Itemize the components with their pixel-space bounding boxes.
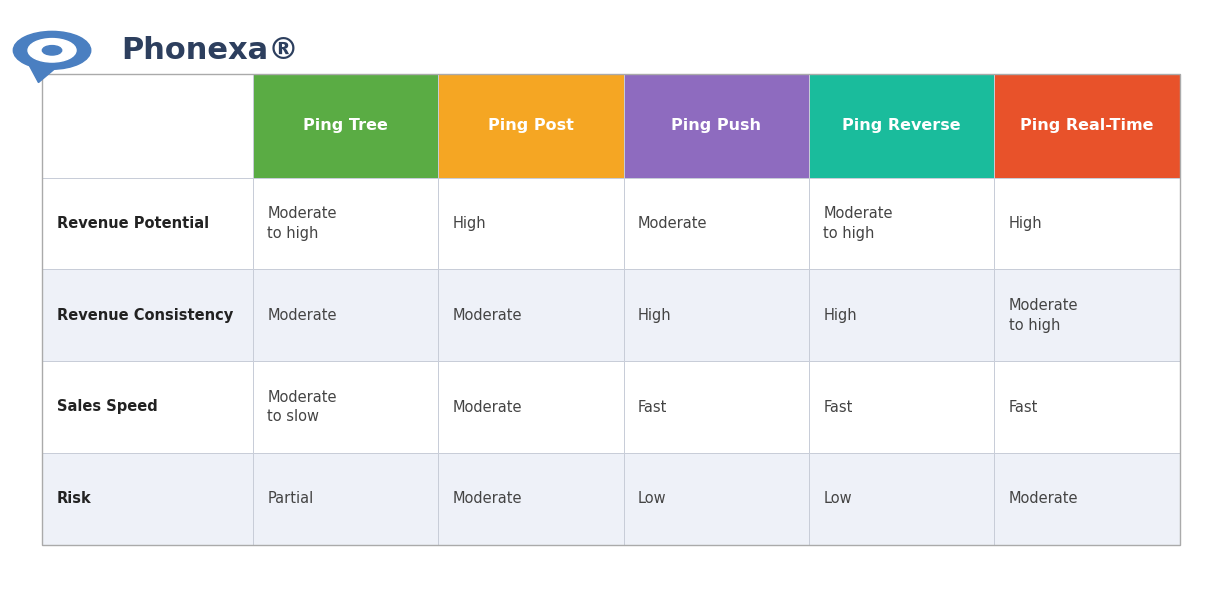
Text: Moderate
to slow: Moderate to slow (267, 390, 336, 424)
Text: High: High (638, 308, 672, 323)
Circle shape (28, 38, 76, 62)
FancyBboxPatch shape (42, 178, 253, 269)
Text: Ping Reverse: Ping Reverse (842, 118, 961, 133)
FancyBboxPatch shape (623, 361, 809, 453)
FancyBboxPatch shape (623, 178, 809, 269)
Text: Fast: Fast (638, 400, 668, 414)
FancyBboxPatch shape (995, 178, 1180, 269)
Text: Ping Post: Ping Post (488, 118, 574, 133)
FancyBboxPatch shape (253, 361, 438, 453)
FancyBboxPatch shape (995, 361, 1180, 453)
FancyBboxPatch shape (809, 453, 995, 545)
Polygon shape (29, 65, 59, 82)
FancyBboxPatch shape (623, 453, 809, 545)
Text: High: High (453, 216, 486, 231)
FancyBboxPatch shape (809, 178, 995, 269)
FancyBboxPatch shape (809, 74, 995, 178)
FancyBboxPatch shape (253, 269, 438, 361)
Text: Fast: Fast (824, 400, 853, 414)
Text: Fast: Fast (1009, 400, 1038, 414)
Text: Risk: Risk (57, 491, 92, 506)
Text: Moderate: Moderate (453, 400, 523, 414)
FancyBboxPatch shape (809, 361, 995, 453)
Text: Revenue Potential: Revenue Potential (57, 216, 209, 231)
FancyBboxPatch shape (42, 453, 253, 545)
Text: Moderate
to high: Moderate to high (1009, 298, 1078, 333)
Text: Moderate: Moderate (453, 491, 523, 506)
Text: Ping Real-Time: Ping Real-Time (1020, 118, 1154, 133)
Text: Moderate: Moderate (453, 308, 523, 323)
Circle shape (13, 31, 91, 69)
FancyBboxPatch shape (623, 269, 809, 361)
Text: Phonexa®: Phonexa® (121, 36, 299, 65)
Text: Revenue Consistency: Revenue Consistency (57, 308, 234, 323)
FancyBboxPatch shape (623, 74, 809, 178)
Text: High: High (824, 308, 857, 323)
FancyBboxPatch shape (809, 269, 995, 361)
Text: Ping Push: Ping Push (672, 118, 761, 133)
FancyBboxPatch shape (438, 74, 623, 178)
Text: Moderate
to high: Moderate to high (267, 206, 336, 241)
Text: Low: Low (824, 491, 852, 506)
FancyBboxPatch shape (42, 74, 253, 178)
FancyBboxPatch shape (995, 74, 1180, 178)
Text: Ping Tree: Ping Tree (302, 118, 388, 133)
FancyBboxPatch shape (438, 178, 623, 269)
FancyBboxPatch shape (42, 269, 253, 361)
FancyBboxPatch shape (253, 453, 438, 545)
Text: High: High (1009, 216, 1043, 231)
Circle shape (42, 46, 62, 55)
FancyBboxPatch shape (42, 361, 253, 453)
Text: Low: Low (638, 491, 667, 506)
FancyBboxPatch shape (995, 269, 1180, 361)
FancyBboxPatch shape (438, 269, 623, 361)
FancyBboxPatch shape (253, 178, 438, 269)
Text: Partial: Partial (267, 491, 313, 506)
Text: Moderate: Moderate (267, 308, 336, 323)
Text: Moderate: Moderate (638, 216, 708, 231)
Text: Sales Speed: Sales Speed (57, 400, 157, 414)
FancyBboxPatch shape (995, 453, 1180, 545)
FancyBboxPatch shape (253, 74, 438, 178)
FancyBboxPatch shape (438, 453, 623, 545)
Text: Moderate: Moderate (1009, 491, 1078, 506)
Text: Moderate
to high: Moderate to high (824, 206, 893, 241)
FancyBboxPatch shape (438, 361, 623, 453)
